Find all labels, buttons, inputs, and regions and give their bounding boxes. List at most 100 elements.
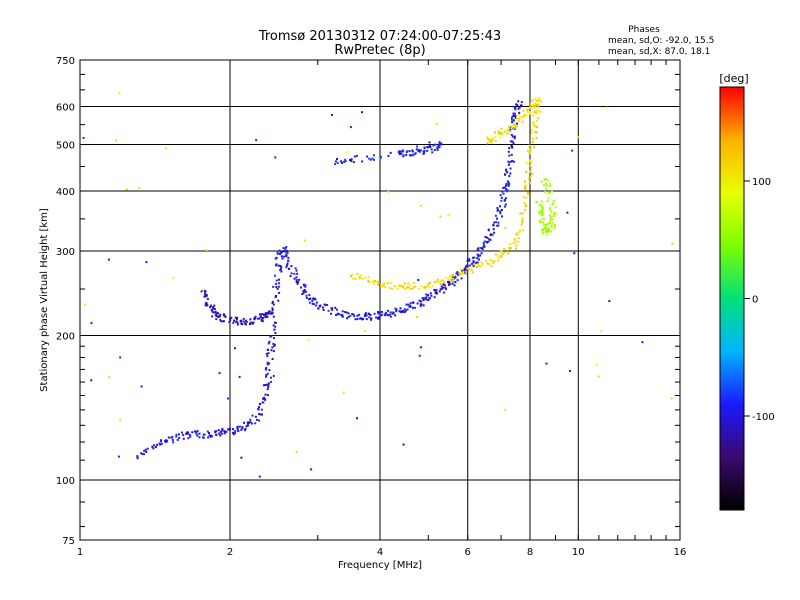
data-point [209, 306, 211, 309]
data-point [512, 123, 515, 126]
data-point [272, 350, 275, 353]
data-point [253, 317, 256, 320]
data-point [455, 272, 458, 275]
data-point [271, 346, 274, 349]
data-point [495, 221, 497, 224]
data-point [240, 428, 243, 431]
data-point [249, 323, 251, 326]
data-point [374, 279, 377, 282]
data-point [542, 232, 544, 235]
data-point [186, 431, 189, 434]
data-point [532, 114, 534, 117]
stats-heading: Phases [628, 25, 660, 35]
data-point [356, 272, 359, 275]
data-point [506, 251, 509, 254]
data-point [517, 114, 520, 116]
data-point [322, 309, 325, 311]
data-point [486, 241, 489, 243]
data-point [535, 109, 538, 112]
data-point [517, 107, 520, 110]
data-point [435, 123, 438, 125]
data-point [369, 313, 372, 316]
data-point [214, 311, 217, 313]
data-point [368, 313, 370, 315]
data-point [279, 264, 282, 267]
data-point [296, 272, 299, 275]
data-point [493, 260, 496, 263]
data-point [504, 197, 507, 200]
data-point [359, 317, 362, 320]
data-point [257, 408, 260, 411]
data-point [546, 184, 548, 187]
data-point [508, 251, 511, 254]
data-point [535, 201, 538, 204]
data-point [234, 316, 237, 319]
data-point [532, 124, 535, 127]
data-point [266, 394, 269, 397]
data-point [175, 433, 178, 436]
data-point [266, 383, 268, 386]
data-point [352, 161, 355, 164]
data-point [500, 209, 503, 211]
data-point [275, 279, 278, 282]
data-point [423, 297, 426, 300]
data-point [166, 440, 169, 443]
data-point [419, 346, 422, 349]
data-point [234, 347, 236, 350]
data-point [280, 270, 283, 273]
data-point [432, 144, 435, 147]
data-point [182, 437, 185, 440]
data-point [274, 296, 277, 299]
data-point [341, 315, 344, 318]
data-point [504, 227, 507, 230]
data-point [412, 286, 415, 289]
data-point [245, 321, 248, 323]
data-point [260, 319, 263, 322]
y-axis-label: Stationary phase Virtual Height [km] [39, 208, 50, 392]
data-point [272, 324, 275, 327]
data-point [282, 250, 285, 253]
data-point [412, 301, 415, 304]
data-point [238, 375, 241, 378]
data-point [606, 106, 609, 109]
data-point [144, 448, 147, 451]
data-point [269, 312, 272, 315]
data-point [270, 349, 273, 352]
data-point [347, 315, 350, 318]
data-point [152, 447, 155, 450]
data-point [221, 428, 224, 430]
data-point [515, 244, 518, 247]
x-axis-label: Frequency [MHz] [338, 560, 422, 571]
data-point [266, 313, 269, 316]
data-point [277, 299, 280, 302]
data-point [277, 264, 280, 267]
data-point [90, 322, 93, 325]
data-point [472, 265, 475, 268]
data-point [117, 455, 120, 458]
data-point [145, 261, 148, 264]
data-point [286, 264, 288, 267]
data-point [496, 254, 499, 257]
data-point [396, 288, 399, 290]
data-point [553, 213, 556, 216]
data-point [552, 199, 555, 202]
data-point [346, 151, 349, 154]
data-point [460, 268, 463, 271]
data-point [514, 114, 517, 117]
data-point [528, 144, 531, 147]
data-point [573, 252, 576, 255]
data-point [236, 316, 239, 319]
data-point [501, 253, 504, 255]
data-point [404, 309, 407, 312]
data-point [263, 396, 266, 399]
data-point [436, 280, 439, 283]
data-point [517, 117, 520, 120]
data-point [522, 229, 525, 232]
data-point [412, 153, 415, 156]
data-point [492, 228, 495, 231]
data-point [535, 131, 538, 134]
data-point [540, 210, 543, 212]
data-point [452, 279, 455, 282]
data-point [525, 196, 528, 199]
data-point [274, 332, 277, 334]
